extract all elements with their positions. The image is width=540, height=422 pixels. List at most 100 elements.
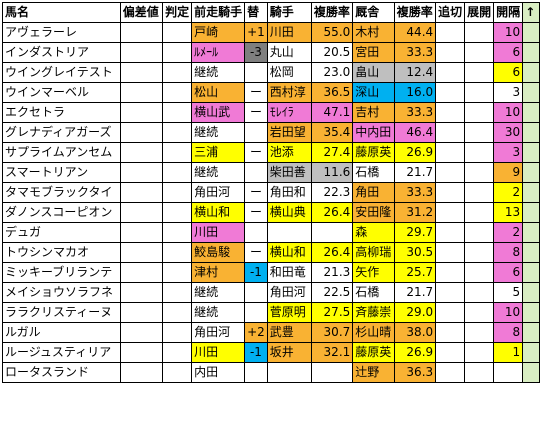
cell-pace[interactable] [464,362,495,383]
cell-pace[interactable] [464,82,495,103]
cell-pace[interactable] [464,282,495,303]
cell-jockey[interactable]: 坂井 [266,342,312,363]
cell-stable-place-rate[interactable]: 31.2 [393,202,437,223]
cell-jockey[interactable]: 武豊 [266,322,312,343]
cell-stable-place-rate[interactable]: 33.3 [393,182,437,203]
cell-interval[interactable] [493,362,524,383]
cell-deviation[interactable] [119,342,164,363]
cell-stable-place-rate[interactable]: 30.5 [393,242,437,263]
cell-judgement[interactable] [162,202,193,223]
cell-stable-place-rate[interactable]: 26.9 [393,142,437,163]
cell-workout[interactable] [435,182,466,203]
cell-horse-name[interactable]: ミッキーブリランテ [2,262,121,283]
cell-extra[interactable] [522,182,540,203]
cell-judgement[interactable] [162,282,193,303]
header-interval[interactable]: 開隔 [493,2,524,23]
header-arrow[interactable]: ↑ [522,2,540,23]
cell-deviation[interactable] [119,102,164,123]
cell-stable[interactable]: 藤原英 [352,342,395,363]
cell-interval[interactable]: 2 [493,222,524,243]
cell-judgement[interactable] [162,242,193,263]
cell-workout[interactable] [435,322,466,343]
cell-workout[interactable] [435,282,466,303]
cell-stable-place-rate[interactable]: 29.0 [393,302,437,323]
header-horse-name[interactable]: 馬名 [2,2,121,23]
cell-prev-jockey[interactable]: 川田 [191,342,246,363]
cell-interval[interactable]: 2 [493,182,524,203]
cell-pace[interactable] [464,322,495,343]
cell-jockey[interactable] [266,222,312,243]
cell-change[interactable] [244,162,268,183]
cell-jockey-place-rate[interactable]: 26.4 [310,202,354,223]
cell-pace[interactable] [464,182,495,203]
cell-extra[interactable] [522,162,540,183]
cell-workout[interactable] [435,262,466,283]
cell-workout[interactable] [435,22,466,43]
cell-horse-name[interactable]: ルージュスティリア [2,342,121,363]
cell-change[interactable] [244,222,268,243]
cell-stable[interactable]: 斉藤崇 [352,302,395,323]
cell-jockey-place-rate[interactable] [310,362,354,383]
cell-jockey[interactable]: 角田河 [266,282,312,303]
header-prev-jockey[interactable]: 前走騎手 [191,2,246,23]
cell-stable[interactable]: 森 [352,222,395,243]
cell-deviation[interactable] [119,302,164,323]
cell-change[interactable]: +2 [244,322,268,343]
cell-extra[interactable] [522,22,540,43]
cell-pace[interactable] [464,142,495,163]
header-workout[interactable]: 追切 [435,2,466,23]
cell-judgement[interactable] [162,162,193,183]
cell-workout[interactable] [435,362,466,383]
cell-jockey-place-rate[interactable]: 30.7 [310,322,354,343]
cell-interval[interactable]: 9 [493,162,524,183]
header-change[interactable]: 替 [244,2,268,23]
cell-horse-name[interactable]: アヴェラーレ [2,22,121,43]
cell-stable[interactable]: 宮田 [352,42,395,63]
cell-prev-jockey[interactable]: 鮫島駿 [191,242,246,263]
cell-interval[interactable]: 10 [493,302,524,323]
cell-jockey-place-rate[interactable]: 11.6 [310,162,354,183]
cell-jockey[interactable]: 丸山 [266,42,312,63]
cell-stable-place-rate[interactable]: 21.7 [393,282,437,303]
cell-jockey[interactable]: 柴田善 [266,162,312,183]
cell-interval[interactable]: 3 [493,142,524,163]
cell-jockey-place-rate[interactable]: 20.5 [310,42,354,63]
cell-workout[interactable] [435,122,466,143]
cell-stable-place-rate[interactable]: 29.7 [393,222,437,243]
cell-stable[interactable]: 深山 [352,82,395,103]
cell-horse-name[interactable]: メイショウソラフネ [2,282,121,303]
cell-change[interactable] [244,362,268,383]
cell-jockey[interactable]: 西村淳 [266,82,312,103]
cell-prev-jockey[interactable]: 角田河 [191,322,246,343]
cell-horse-name[interactable]: ウイングレイテスト [2,62,121,83]
cell-workout[interactable] [435,302,466,323]
cell-prev-jockey[interactable]: 津村 [191,262,246,283]
cell-prev-jockey[interactable]: 松山 [191,82,246,103]
cell-extra[interactable] [522,42,540,63]
cell-jockey[interactable]: 池添 [266,142,312,163]
cell-prev-jockey[interactable]: 継続 [191,282,246,303]
cell-extra[interactable] [522,302,540,323]
cell-extra[interactable] [522,82,540,103]
header-judgement[interactable]: 判定 [162,2,193,23]
cell-workout[interactable] [435,142,466,163]
cell-stable-place-rate[interactable]: 46.4 [393,122,437,143]
cell-change[interactable] [244,62,268,83]
cell-pace[interactable] [464,342,495,363]
cell-deviation[interactable] [119,242,164,263]
cell-judgement[interactable] [162,22,193,43]
cell-change[interactable]: -1 [244,262,268,283]
cell-horse-name[interactable]: サプライムアンセム [2,142,121,163]
cell-workout[interactable] [435,62,466,83]
cell-jockey[interactable]: 松岡 [266,62,312,83]
cell-interval[interactable]: 30 [493,122,524,143]
cell-judgement[interactable] [162,42,193,63]
cell-judgement[interactable] [162,82,193,103]
cell-judgement[interactable] [162,222,193,243]
header-jockey-place-rate[interactable]: 複勝率 [310,2,354,23]
cell-jockey[interactable]: 角田和 [266,182,312,203]
cell-interval[interactable]: 10 [493,102,524,123]
cell-jockey[interactable]: 横山和 [266,242,312,263]
cell-interval[interactable]: 8 [493,242,524,263]
cell-workout[interactable] [435,102,466,123]
